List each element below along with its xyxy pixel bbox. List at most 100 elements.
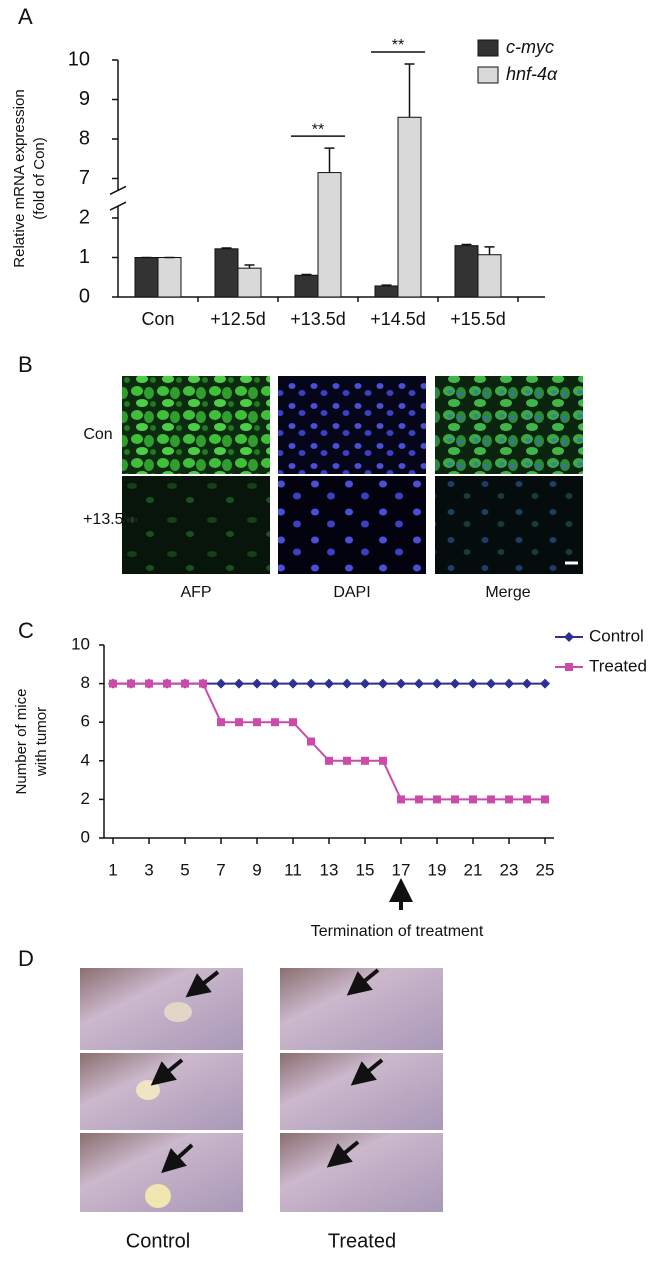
arrow <box>350 1058 384 1086</box>
arrow <box>185 970 220 998</box>
point <box>324 678 334 689</box>
legend-marker <box>564 632 574 642</box>
bar <box>214 248 239 298</box>
y-tick-label: 10 <box>68 48 90 70</box>
arrow <box>161 1143 194 1174</box>
point <box>541 795 549 804</box>
micrograph <box>122 476 270 574</box>
column-label: AFP <box>180 584 211 601</box>
point <box>523 795 531 804</box>
error-bar <box>244 264 255 269</box>
point <box>378 678 388 689</box>
y-tick-label: 8 <box>81 673 90 692</box>
photo <box>280 968 443 1050</box>
micrograph-grid <box>122 376 583 574</box>
point <box>432 678 442 689</box>
point <box>360 678 370 689</box>
axis-break <box>109 201 127 211</box>
point <box>504 678 514 689</box>
photo <box>80 1053 243 1130</box>
bar <box>374 285 399 298</box>
column-label: Control <box>126 1230 190 1252</box>
point <box>253 718 261 727</box>
x-tick-label: 7 <box>216 860 225 879</box>
point <box>486 678 496 689</box>
x-tick-label: 3 <box>144 860 153 879</box>
x-tick-label: 25 <box>536 860 555 879</box>
x-tick-label: +14.5d <box>370 309 426 329</box>
legend-marker <box>565 663 573 671</box>
point <box>217 718 225 727</box>
error-bar <box>404 63 415 118</box>
tumor <box>164 1002 192 1022</box>
y-tick-label: 0 <box>79 285 90 307</box>
annotation: Termination of treatment <box>311 923 484 940</box>
point <box>216 678 226 689</box>
point <box>379 756 387 765</box>
x-tick-label: 15 <box>356 860 375 879</box>
x-tick-label: 5 <box>180 860 189 879</box>
micrograph <box>122 376 270 474</box>
point <box>181 679 189 688</box>
photo <box>280 1053 443 1130</box>
bar <box>157 257 182 298</box>
column-label: DAPI <box>333 584 370 601</box>
point <box>199 679 207 688</box>
point <box>252 678 262 689</box>
x-tick-label: 23 <box>500 860 519 879</box>
photo <box>80 968 243 1050</box>
y-tick-label: 1 <box>79 246 90 268</box>
bar <box>294 274 319 298</box>
y-axis-label: (fold of Con) <box>31 137 48 220</box>
y-tick-label: 8 <box>79 127 90 149</box>
point <box>270 678 280 689</box>
bar <box>397 116 422 298</box>
point <box>397 795 405 804</box>
bar <box>454 245 479 298</box>
point <box>415 795 423 804</box>
x-tick-label: 17 <box>392 860 411 879</box>
point <box>343 756 351 765</box>
y-tick-label: 7 <box>79 167 90 189</box>
point <box>505 795 513 804</box>
bar <box>237 267 262 298</box>
arrow <box>326 1140 360 1168</box>
point <box>234 678 244 689</box>
point <box>127 679 135 688</box>
panel-label: A <box>18 4 33 29</box>
point <box>271 718 279 727</box>
point <box>289 718 297 727</box>
x-tick-label: +13.5d <box>290 309 346 329</box>
y-tick-label: 10 <box>71 634 90 653</box>
point <box>109 679 117 688</box>
y-tick-label: 4 <box>81 750 90 769</box>
legend-label: hnf-4α <box>506 64 558 84</box>
legend-swatch <box>477 39 499 57</box>
point <box>145 679 153 688</box>
point <box>522 678 532 689</box>
tumor <box>145 1184 171 1208</box>
micrograph <box>278 476 426 574</box>
legend-label: Treated <box>589 656 647 675</box>
photo <box>280 1133 443 1212</box>
micrograph <box>435 476 583 574</box>
bar <box>317 172 342 298</box>
x-tick-label: +15.5d <box>450 309 506 329</box>
error-bar <box>301 273 312 276</box>
point <box>235 718 243 727</box>
column-label: Merge <box>485 584 530 601</box>
point <box>450 678 460 689</box>
point <box>288 678 298 689</box>
micrograph <box>435 376 583 474</box>
point <box>469 795 477 804</box>
error-bar <box>221 247 232 249</box>
x-tick-label: 1 <box>108 860 117 879</box>
photo-grid <box>80 968 443 1212</box>
error-bar <box>484 246 495 255</box>
y-tick-label: 0 <box>81 827 90 846</box>
panel-label: B <box>18 352 33 377</box>
row-label: Con <box>83 426 112 443</box>
y-tick-label: 6 <box>81 712 90 731</box>
point <box>433 795 441 804</box>
